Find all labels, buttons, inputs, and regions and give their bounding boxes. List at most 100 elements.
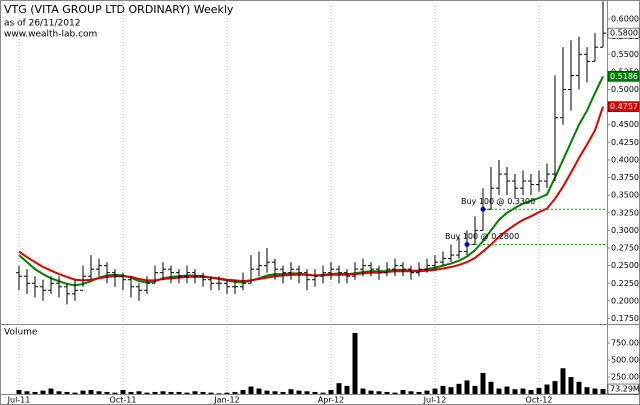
- volume-bar: [248, 386, 254, 394]
- volume-bar: [304, 391, 310, 394]
- last-value-label: 0.4757: [610, 102, 638, 111]
- y-tick-label: 0.1750: [611, 314, 639, 323]
- volume-bar: [440, 385, 446, 394]
- volume-bar: [200, 391, 206, 394]
- volume-bar: [168, 391, 174, 394]
- last-value-label: 73.29M: [610, 385, 640, 394]
- x-tick-label: Apr-12: [318, 396, 344, 405]
- trade-label: Buy 100 @ 0.2800: [445, 232, 519, 241]
- last-value-box: [607, 27, 640, 39]
- source: www.wealth-lab.com: [4, 30, 97, 40]
- y-tick-label: 0.3750: [611, 173, 639, 182]
- volume-bar: [312, 391, 318, 394]
- volume-bar: [208, 392, 214, 394]
- volume-bar: [256, 388, 262, 394]
- volume-bar: [576, 381, 582, 394]
- volume-bar: [272, 391, 278, 394]
- volume-bar: [296, 390, 302, 394]
- volume-bar: [416, 391, 422, 394]
- volume-bar: [224, 392, 230, 394]
- volume-bar: [240, 389, 246, 394]
- volume-bar: [464, 380, 470, 394]
- volume-bar: [216, 393, 222, 394]
- last-value-label: 0.5186: [610, 72, 638, 81]
- x-tick-label: Jul-12: [423, 396, 447, 405]
- y-tick-label: 0.4000: [611, 155, 639, 164]
- y-tick-label: 0.2750: [611, 244, 639, 253]
- last-value-box: [607, 383, 640, 395]
- x-tick-label: Oct-11: [110, 396, 137, 405]
- volume-bar: [88, 389, 94, 394]
- y-tick-label: 250.00M: [611, 373, 640, 382]
- volume-bar: [320, 392, 326, 394]
- volume-bar: [568, 377, 574, 394]
- volume-bar: [376, 391, 382, 394]
- volume-bar: [456, 383, 462, 394]
- x-tick-label: Jul-11: [7, 396, 31, 405]
- volume-bar: [496, 388, 502, 394]
- volume-bar: [384, 391, 390, 394]
- volume-bar: [112, 392, 118, 394]
- volume-title: Volume: [4, 328, 38, 338]
- volume-bar: [104, 391, 110, 394]
- volume-bar: [424, 390, 430, 394]
- last-value-box: [607, 71, 640, 82]
- x-tick-label: Oct-12: [526, 396, 553, 405]
- y-tick-label: 0.3500: [611, 191, 639, 200]
- y-tick-label: 750.00M: [611, 339, 640, 348]
- y-tick-label: 0.3250: [611, 208, 639, 217]
- volume-bar: [368, 390, 374, 394]
- volume-bar: [528, 389, 534, 394]
- volume-bar: [56, 391, 62, 394]
- y-tick-label: 0.2250: [611, 279, 639, 288]
- volume-bar: [136, 391, 142, 394]
- volume-bar: [552, 381, 558, 394]
- y-tick-label: 0.5000: [611, 85, 639, 94]
- volume-bar: [96, 391, 102, 394]
- volume-bar: [176, 391, 182, 394]
- volume-bar: [40, 390, 46, 394]
- y-tick-label: 0.5500: [611, 50, 639, 59]
- x-tick-label: Jan-12: [213, 396, 239, 405]
- volume-bar: [392, 392, 398, 394]
- volume-bar: [120, 389, 126, 394]
- trade-label: Buy 100 @ 0.3300: [461, 197, 535, 206]
- volume-bar: [72, 392, 78, 394]
- volume-bar: [128, 391, 134, 394]
- volume-bar: [80, 390, 86, 394]
- volume-bar: [360, 388, 366, 394]
- volume-bar: [152, 391, 158, 394]
- y-tick-label: 0.2000: [611, 296, 639, 305]
- y-tick-label: 0.4250: [611, 138, 639, 147]
- y-tick-label: 0.2500: [611, 261, 639, 270]
- last-value-label: 0.5800: [610, 29, 638, 38]
- volume-bar: [328, 389, 334, 394]
- volume-bar: [144, 392, 150, 394]
- volume-bar: [288, 389, 294, 394]
- last-value-box: [607, 101, 640, 112]
- volume-bar: [512, 389, 518, 394]
- volume-bar: [584, 387, 590, 394]
- volume-bar: [488, 381, 494, 394]
- y-tick-label: 500.00M: [611, 356, 640, 365]
- volume-bar: [544, 384, 550, 394]
- volume-bar: [480, 372, 486, 394]
- y-tick-label: 0.4500: [611, 120, 639, 129]
- volume-bar: [16, 389, 22, 394]
- trade-marker: [480, 206, 486, 212]
- trade-marker: [464, 242, 470, 247]
- volume-bar: [448, 387, 454, 394]
- volume-bar: [192, 391, 198, 394]
- volume-bar: [600, 389, 606, 394]
- subtitle: as of 26/11/2012: [4, 19, 80, 29]
- volume-bar: [64, 391, 70, 394]
- volume-bar: [560, 368, 566, 394]
- y-tick-label: 0.3000: [611, 226, 639, 235]
- volume-bar: [32, 391, 38, 394]
- volume-bar: [408, 391, 414, 394]
- volume-bar: [400, 389, 406, 394]
- volume-bar: [472, 385, 478, 394]
